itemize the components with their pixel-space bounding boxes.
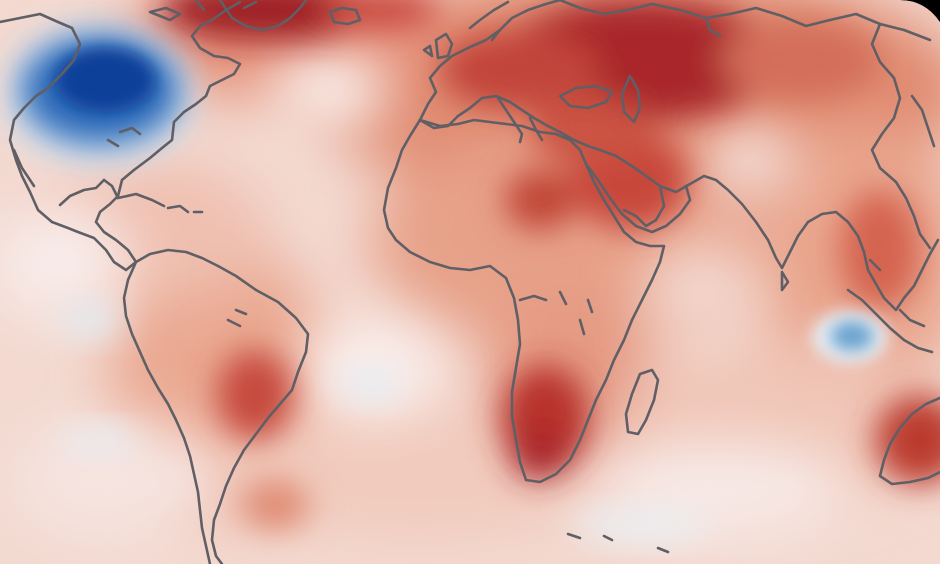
central-brazil-warm-anomaly (217, 350, 293, 440)
siberia-coastline (558, 0, 932, 42)
italy-coastline (496, 96, 524, 144)
great-lakes (106, 126, 142, 148)
asia-coastline (586, 144, 940, 312)
japan-coastline (910, 94, 936, 148)
south-america-coastline (122, 248, 310, 564)
iceland-coastline (328, 6, 362, 26)
southern-islands (566, 532, 670, 554)
madagascar-coastline (624, 368, 660, 436)
arctic-warm-anomaly (160, 0, 380, 40)
australia-warm-anomaly (875, 395, 940, 485)
australia-coastline (878, 396, 940, 486)
scandinavia (468, 0, 510, 42)
gulf-coastline (58, 178, 106, 207)
florida-coastline (102, 178, 120, 200)
british-isles (422, 32, 454, 60)
africa-coastline (382, 118, 666, 484)
arabia-coastline (620, 184, 692, 234)
baja-coastline (12, 148, 36, 188)
east-asia-coastline (870, 22, 932, 250)
greenland-coastline (218, 0, 308, 32)
cuba-coastline (116, 192, 166, 208)
sri-lanka-coastline (780, 270, 790, 292)
caspian-sea (620, 74, 642, 124)
arctic-islands (148, 0, 258, 22)
sahara-warm-anomaly (505, 170, 575, 230)
african-lakes (518, 290, 594, 336)
south-atlantic-cool-anomaly (340, 369, 400, 401)
amazon-mouth (226, 308, 248, 328)
red-sea (584, 162, 624, 216)
indian-ocean-cold-anomaly (830, 321, 874, 351)
black-sea (558, 84, 614, 110)
hispaniola-coastline (166, 204, 190, 214)
cold-anomalies (5, 25, 888, 541)
north-america-coastline (0, 0, 242, 272)
globe-edge (900, 0, 940, 22)
southeast-asia-islands (846, 258, 934, 354)
